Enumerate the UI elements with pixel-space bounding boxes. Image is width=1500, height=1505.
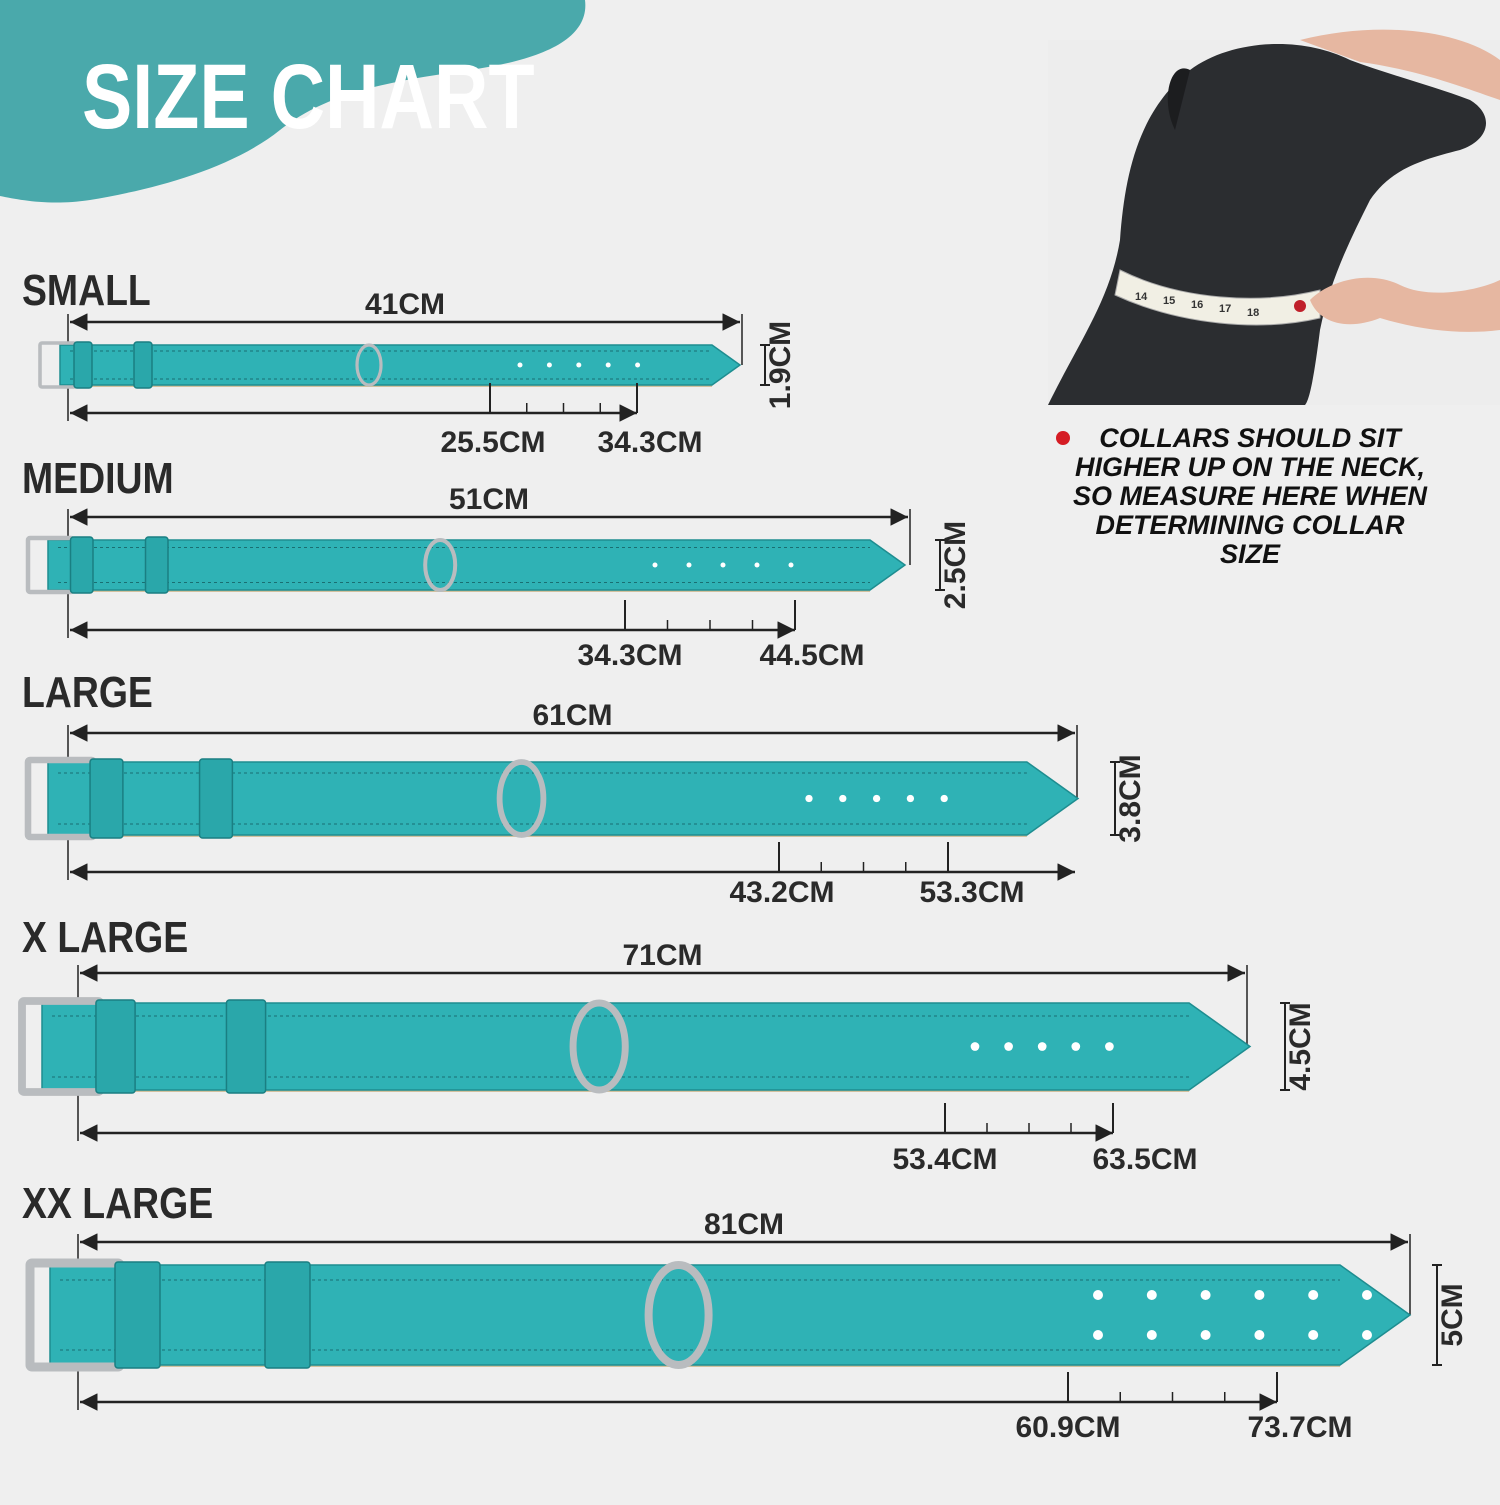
hole xyxy=(1105,1042,1114,1051)
collar-stitch xyxy=(70,350,712,380)
hole xyxy=(906,794,915,803)
width-label: 1.9CM xyxy=(764,321,797,409)
hole xyxy=(1362,1330,1372,1340)
hole xyxy=(872,794,881,803)
hole xyxy=(546,362,552,368)
hole xyxy=(686,562,692,568)
size-name: SMALL xyxy=(22,265,151,315)
hole xyxy=(1254,1290,1265,1300)
length-label: 71CM xyxy=(622,939,702,972)
range-max-label: 44.5CM xyxy=(759,639,864,672)
note-line: COLLARS SHOULD SIT xyxy=(1099,423,1403,453)
tape-label: 14 xyxy=(1135,291,1148,303)
collar-strap xyxy=(47,761,1080,836)
keeper xyxy=(89,758,124,839)
keeper xyxy=(73,341,93,389)
range-min-label: 34.3CM xyxy=(577,639,682,672)
range-min-label: 43.2CM xyxy=(729,876,834,909)
width-label: 2.5CM xyxy=(939,521,972,609)
collar-strap xyxy=(41,1002,1252,1091)
range-max-label: 73.7CM xyxy=(1247,1411,1352,1444)
tape-label: 15 xyxy=(1163,295,1175,307)
range-min-label: 25.5CM xyxy=(440,426,545,459)
hole xyxy=(1093,1290,1103,1300)
size-name: X LARGE xyxy=(22,912,188,962)
size-row: MEDIUM 51CM 2.5CM 34.3CM 44.5CM xyxy=(22,453,972,672)
hole xyxy=(1071,1042,1081,1051)
note-bullet xyxy=(1056,431,1070,445)
d-ring xyxy=(644,1261,713,1369)
d-ring xyxy=(496,759,547,838)
size-name: MEDIUM xyxy=(22,453,174,503)
hole xyxy=(1200,1330,1211,1340)
hole xyxy=(805,794,813,803)
size-row: SMALL 41CM 1.9CM 25.5CM 34.3CM xyxy=(22,265,797,459)
range-min-label: 53.4CM xyxy=(892,1143,997,1176)
size-row: LARGE 61CM 3.8CM 43.2CM 53.3CM xyxy=(22,667,1147,909)
width-label: 4.5CM xyxy=(1284,1002,1317,1090)
hole xyxy=(517,362,523,368)
range-min-label: 60.9CM xyxy=(1015,1411,1120,1444)
title-blob xyxy=(0,0,586,203)
hole xyxy=(1004,1042,1013,1051)
width-label: 3.8CM xyxy=(1114,754,1147,842)
keeper xyxy=(225,999,267,1094)
keeper xyxy=(69,536,94,594)
d-ring xyxy=(423,538,458,592)
hole xyxy=(1146,1330,1157,1340)
length-label: 51CM xyxy=(449,483,529,516)
size-name: LARGE xyxy=(22,667,153,717)
hole xyxy=(1308,1290,1319,1300)
range-max-label: 63.5CM xyxy=(1092,1143,1197,1176)
keeper xyxy=(198,758,234,839)
size-row: XX LARGE 81CM 5CM 60.9CM 73.7CM xyxy=(22,1178,1469,1444)
note-line: SIZE xyxy=(1220,539,1281,569)
range-max-label: 53.3CM xyxy=(919,876,1024,909)
keeper xyxy=(95,999,136,1094)
hole xyxy=(1093,1330,1103,1340)
size-name: XX LARGE xyxy=(22,1178,213,1228)
hole xyxy=(940,794,948,803)
length-label: 61CM xyxy=(532,699,612,732)
dog-photo: 14 15 16 17 18 xyxy=(1048,29,1500,406)
hole xyxy=(754,562,760,568)
hole xyxy=(788,562,794,568)
note-line: HIGHER UP ON THE NECK, xyxy=(1075,452,1425,482)
hole xyxy=(1362,1290,1372,1300)
note-line: DETERMINING COLLAR xyxy=(1096,510,1405,540)
width-label: 5CM xyxy=(1436,1283,1469,1346)
keeper xyxy=(144,536,169,594)
length-label: 81CM xyxy=(704,1208,784,1241)
hole xyxy=(839,794,847,803)
d-ring xyxy=(569,999,629,1094)
size-row: X LARGE 71CM 4.5CM 53.4CM 63.5CM xyxy=(18,912,1317,1176)
collar-strap xyxy=(59,344,742,386)
keeper xyxy=(264,1261,311,1369)
hole xyxy=(1254,1330,1265,1340)
length-label: 41CM xyxy=(365,288,445,321)
tape-label: 16 xyxy=(1191,299,1203,311)
hole xyxy=(576,362,582,368)
hole xyxy=(1146,1290,1157,1300)
hole xyxy=(720,562,726,568)
d-ring xyxy=(355,343,383,387)
collar-strap xyxy=(49,1264,1412,1366)
hole xyxy=(1037,1042,1047,1051)
keeper xyxy=(114,1261,161,1369)
hole xyxy=(635,362,641,368)
hole xyxy=(970,1042,980,1051)
keeper xyxy=(133,341,153,389)
tape-label: 17 xyxy=(1219,303,1231,315)
hole xyxy=(652,562,658,568)
note-line: SO MEASURE HERE WHEN xyxy=(1073,481,1428,511)
range-max-label: 34.3CM xyxy=(597,426,702,459)
title: SIZE CHART xyxy=(82,45,535,148)
tape-label: 18 xyxy=(1247,307,1259,319)
hole xyxy=(1308,1330,1319,1340)
hole xyxy=(605,362,611,368)
collar-strap xyxy=(47,539,907,591)
hole xyxy=(1200,1290,1211,1300)
